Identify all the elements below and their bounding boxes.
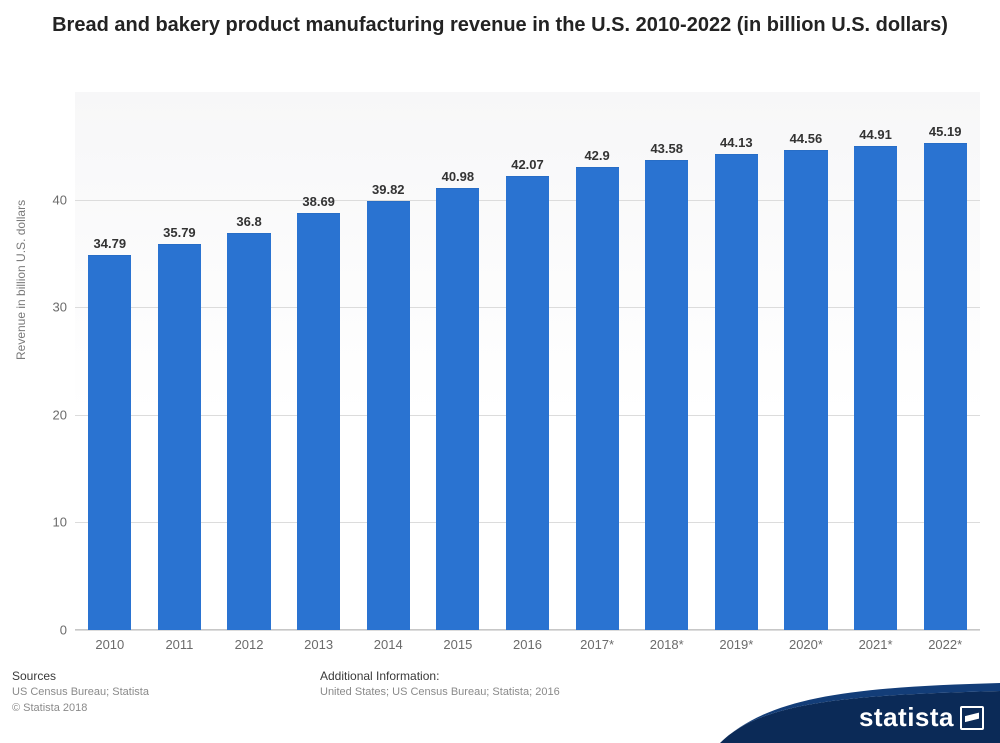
additional-heading: Additional Information: xyxy=(320,668,560,685)
x-tick-label: 2021* xyxy=(859,629,893,652)
bar-value-label: 44.91 xyxy=(859,127,892,142)
logo-text: statista xyxy=(859,702,984,733)
bar: 43.58 xyxy=(645,160,688,630)
x-tick-label: 2010 xyxy=(95,629,124,652)
bar: 39.82 xyxy=(367,201,410,630)
bar-value-label: 42.07 xyxy=(511,157,544,172)
bar-value-label: 35.79 xyxy=(163,225,196,240)
x-tick-label: 2022* xyxy=(928,629,962,652)
bar-value-label: 44.56 xyxy=(790,131,823,146)
bar-value-label: 39.82 xyxy=(372,182,405,197)
x-tick-label: 2015 xyxy=(443,629,472,652)
bar-value-label: 34.79 xyxy=(94,236,127,251)
bars-layer: 34.79 35.79 36.8 38.69 39.82 40.98 42.07 42.9 43… xyxy=(75,92,980,630)
sources-heading: Sources xyxy=(12,668,149,685)
x-tick-label: 2018* xyxy=(650,629,684,652)
x-tick-label: 2017* xyxy=(580,629,614,652)
bar: 45.19 xyxy=(924,143,967,630)
bar-value-label: 40.98 xyxy=(442,169,475,184)
footer-sources: Sources US Census Bureau; Statista © Sta… xyxy=(12,668,149,717)
bar-value-label: 45.19 xyxy=(929,124,962,139)
y-tick-label: 40 xyxy=(27,192,75,207)
bar-value-label: 38.69 xyxy=(302,194,335,209)
logo-label: statista xyxy=(859,702,954,733)
x-tick-label: 2012 xyxy=(235,629,264,652)
x-tick-label: 2013 xyxy=(304,629,333,652)
y-tick-label: 20 xyxy=(27,407,75,422)
chart-figure: Bread and bakery product manufacturing r… xyxy=(0,0,1000,743)
copyright-text: © Statista 2018 xyxy=(12,701,149,717)
bar: 38.69 xyxy=(297,213,340,630)
chart-title: Bread and bakery product manufacturing r… xyxy=(0,12,1000,38)
bar: 44.13 xyxy=(715,154,758,630)
bar-value-label: 36.8 xyxy=(236,214,261,229)
bar: 40.98 xyxy=(436,188,479,630)
x-tick-label: 2014 xyxy=(374,629,403,652)
footer-additional: Additional Information: United States; U… xyxy=(320,668,560,701)
logo-mark-icon xyxy=(960,706,984,730)
bar-value-label: 44.13 xyxy=(720,135,753,150)
sources-text: US Census Bureau; Statista xyxy=(12,685,149,701)
x-tick-label: 2016 xyxy=(513,629,542,652)
bar-value-label: 42.9 xyxy=(584,148,609,163)
chart-plot-area: 0102030402010201120122013201420152016201… xyxy=(75,92,980,630)
bar: 35.79 xyxy=(158,244,201,630)
x-tick-label: 2020* xyxy=(789,629,823,652)
bar-value-label: 43.58 xyxy=(650,141,683,156)
x-tick-label: 2011 xyxy=(165,629,193,652)
bar: 42.9 xyxy=(576,167,619,630)
bar: 44.91 xyxy=(854,146,897,630)
bar: 36.8 xyxy=(227,233,270,630)
bar: 34.79 xyxy=(88,255,131,630)
bar: 44.56 xyxy=(784,150,827,630)
y-tick-label: 30 xyxy=(27,300,75,315)
bar: 42.07 xyxy=(506,176,549,630)
additional-text: United States; US Census Bureau; Statist… xyxy=(320,685,560,701)
y-tick-label: 10 xyxy=(27,515,75,530)
x-tick-label: 2019* xyxy=(719,629,753,652)
statista-logo: statista xyxy=(720,677,1000,743)
y-axis-title: Revenue in billion U.S. dollars xyxy=(14,200,28,360)
y-tick-label: 0 xyxy=(27,623,75,638)
